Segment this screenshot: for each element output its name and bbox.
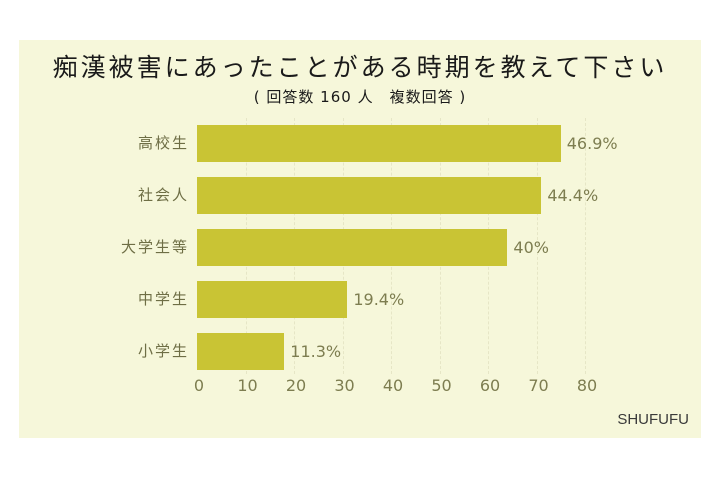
gridline bbox=[536, 118, 538, 374]
bar bbox=[197, 281, 348, 318]
x-tick-label: 50 bbox=[431, 376, 452, 395]
bar-row: 大学生等 40% bbox=[121, 229, 697, 266]
bar-row: 中学生 19.4% bbox=[138, 281, 697, 318]
chart-title: 痴漢被害にあったことがある時期を教えて下さい bbox=[52, 53, 668, 82]
brand-logo: SHUFUFU bbox=[617, 411, 689, 428]
x-tick-label: 60 bbox=[479, 376, 501, 395]
category-label: 社会人 bbox=[137, 186, 189, 204]
category-label: 中学生 bbox=[137, 290, 189, 308]
x-tick-label: 0 bbox=[193, 376, 205, 395]
bar-row: 社会人 44.4% bbox=[138, 177, 697, 214]
value-label: 46.9% bbox=[566, 134, 618, 153]
gridline bbox=[585, 118, 586, 374]
bar bbox=[197, 125, 561, 162]
category-label: 大学生等 bbox=[120, 238, 189, 256]
x-tick-label: 10 bbox=[237, 376, 258, 395]
category-label: 小学生 bbox=[137, 342, 189, 360]
category-label: 高校生 bbox=[137, 134, 189, 152]
bar bbox=[197, 333, 285, 370]
chart-subtitle: ( 回答数 160 人 複数回答 ) bbox=[253, 88, 467, 106]
bar bbox=[197, 177, 542, 214]
x-tick-label: 20 bbox=[285, 376, 307, 395]
value-label: 11.3% bbox=[290, 342, 342, 361]
bar-row: 高校生 46.9% bbox=[138, 125, 697, 162]
bar-row: 小学生 11.3% bbox=[138, 333, 697, 370]
bar bbox=[197, 229, 508, 266]
plot-area: 0 10 20 30 40 50 60 70 80 高校生 46.9% 社会人 44.4% 大学生等 40%… bbox=[121, 118, 618, 395]
value-label: 40% bbox=[513, 238, 549, 257]
x-tick-label: 70 bbox=[528, 376, 549, 395]
x-tick-label: 80 bbox=[576, 376, 598, 395]
x-tick-label: 40 bbox=[382, 376, 404, 395]
value-label: 44.4% bbox=[547, 186, 599, 205]
chart-panel: 痴漢被害にあったことがある時期を教えて下さい ( 回答数 160 人 複数回答 … bbox=[19, 40, 701, 438]
x-tick-label: 30 bbox=[334, 376, 355, 395]
value-label: 19.4% bbox=[353, 290, 405, 309]
